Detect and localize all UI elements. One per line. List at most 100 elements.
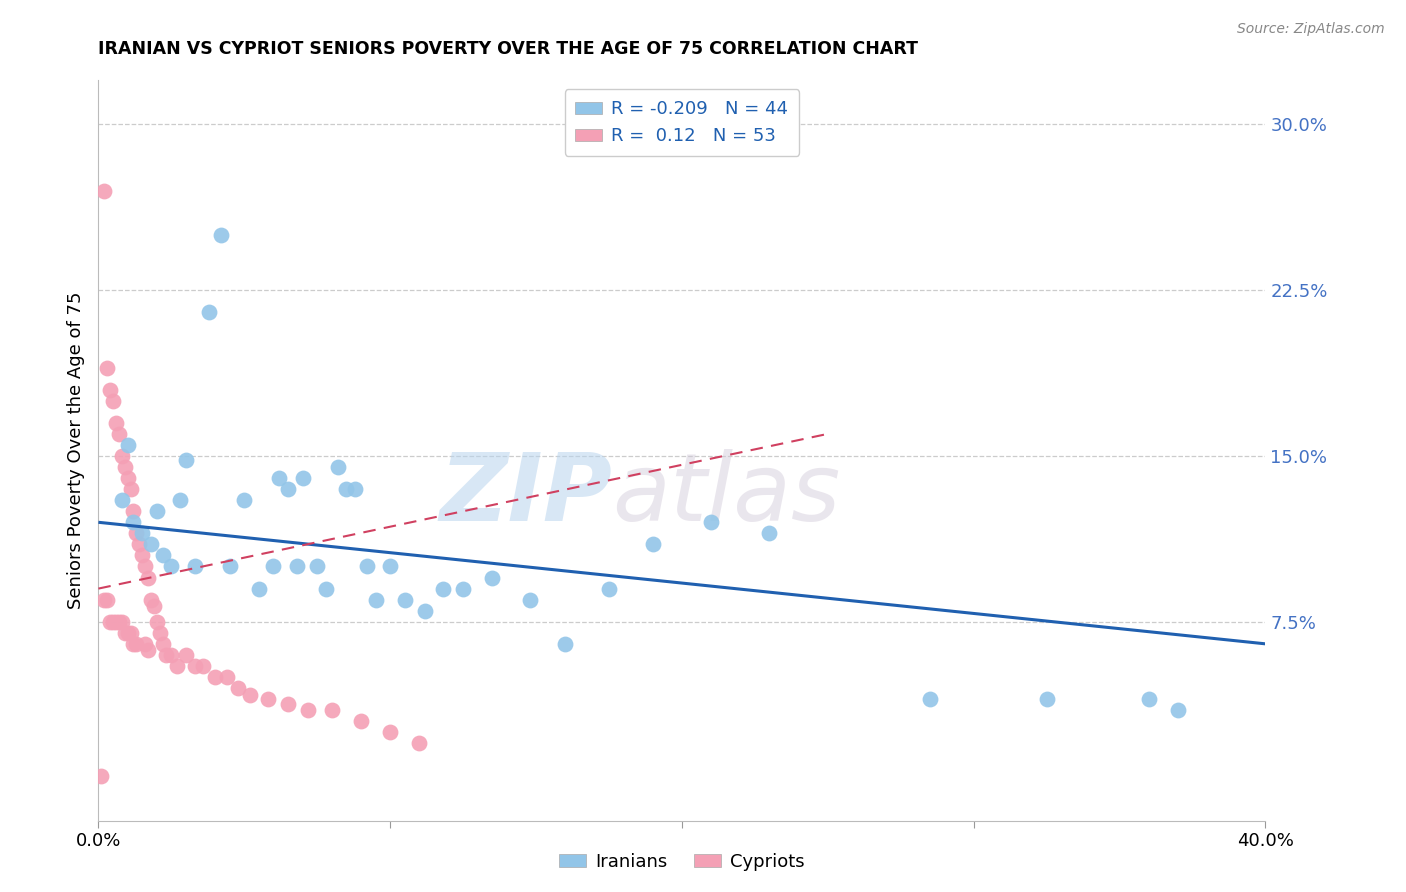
Point	[134, 637, 156, 651]
Point	[96, 592, 118, 607]
Point	[136, 643, 159, 657]
Point	[131, 549, 153, 563]
Point	[247, 582, 270, 596]
Point	[233, 493, 256, 508]
Point	[335, 482, 357, 496]
Point	[1035, 692, 1057, 706]
Point	[104, 615, 127, 629]
Point	[111, 449, 134, 463]
Point	[297, 703, 319, 717]
Point	[215, 670, 238, 684]
Point	[149, 625, 172, 640]
Point	[117, 625, 139, 640]
Text: atlas: atlas	[612, 450, 841, 541]
Point	[155, 648, 177, 662]
Point	[93, 184, 115, 198]
Point	[139, 537, 162, 551]
Point	[160, 559, 183, 574]
Point	[1167, 703, 1189, 717]
Point	[519, 592, 541, 607]
Point	[204, 670, 226, 684]
Point	[378, 725, 402, 739]
Point	[136, 570, 159, 584]
Point	[146, 615, 169, 629]
Point	[114, 460, 136, 475]
Point	[117, 438, 139, 452]
Point	[120, 625, 142, 640]
Point	[269, 471, 291, 485]
Point	[326, 460, 349, 475]
Point	[101, 615, 124, 629]
Point	[160, 648, 183, 662]
Point	[641, 537, 664, 551]
Point	[285, 559, 308, 574]
Point	[315, 582, 337, 596]
Point	[394, 592, 416, 607]
Text: ZIP: ZIP	[439, 449, 612, 541]
Point	[344, 482, 367, 496]
Point	[98, 615, 121, 629]
Point	[183, 659, 205, 673]
Point	[96, 360, 118, 375]
Point	[432, 582, 454, 596]
Point	[307, 559, 329, 574]
Point	[142, 599, 165, 614]
Point	[139, 592, 162, 607]
Point	[122, 637, 145, 651]
Point	[146, 504, 169, 518]
Point	[90, 769, 112, 783]
Point	[554, 637, 576, 651]
Point	[169, 493, 191, 508]
Point	[131, 526, 153, 541]
Point	[1137, 692, 1160, 706]
Point	[321, 703, 343, 717]
Point	[125, 637, 148, 651]
Point	[356, 559, 378, 574]
Point	[125, 526, 148, 541]
Point	[918, 692, 941, 706]
Point	[122, 504, 145, 518]
Point	[700, 516, 723, 530]
Text: Source: ZipAtlas.com: Source: ZipAtlas.com	[1237, 22, 1385, 37]
Point	[152, 637, 174, 651]
Point	[262, 559, 284, 574]
Point	[122, 516, 145, 530]
Point	[451, 582, 474, 596]
Point	[117, 471, 139, 485]
Point	[218, 559, 240, 574]
Point	[364, 592, 387, 607]
Point	[209, 227, 232, 242]
Text: IRANIAN VS CYPRIOT SENIORS POVERTY OVER THE AGE OF 75 CORRELATION CHART: IRANIAN VS CYPRIOT SENIORS POVERTY OVER …	[98, 40, 918, 58]
Point	[291, 471, 314, 485]
Legend: Iranians, Cypriots: Iranians, Cypriots	[551, 846, 813, 879]
Point	[104, 416, 127, 430]
Point	[228, 681, 250, 695]
Point	[193, 659, 215, 673]
Point	[350, 714, 373, 729]
Point	[413, 604, 436, 618]
Point	[174, 648, 197, 662]
Point	[239, 688, 262, 702]
Point	[152, 549, 174, 563]
Point	[120, 482, 142, 496]
Point	[111, 615, 134, 629]
Point	[98, 383, 121, 397]
Point	[758, 526, 780, 541]
Point	[174, 453, 197, 467]
Point	[408, 736, 430, 750]
Point	[101, 393, 124, 408]
Point	[166, 659, 188, 673]
Point	[111, 493, 134, 508]
Point	[128, 537, 150, 551]
Point	[277, 697, 299, 711]
Point	[108, 426, 131, 441]
Point	[108, 615, 131, 629]
Point	[93, 592, 115, 607]
Point	[114, 625, 136, 640]
Point	[481, 570, 503, 584]
Y-axis label: Seniors Poverty Over the Age of 75: Seniors Poverty Over the Age of 75	[66, 292, 84, 609]
Point	[277, 482, 299, 496]
Point	[256, 692, 278, 706]
Point	[598, 582, 620, 596]
Point	[378, 559, 402, 574]
